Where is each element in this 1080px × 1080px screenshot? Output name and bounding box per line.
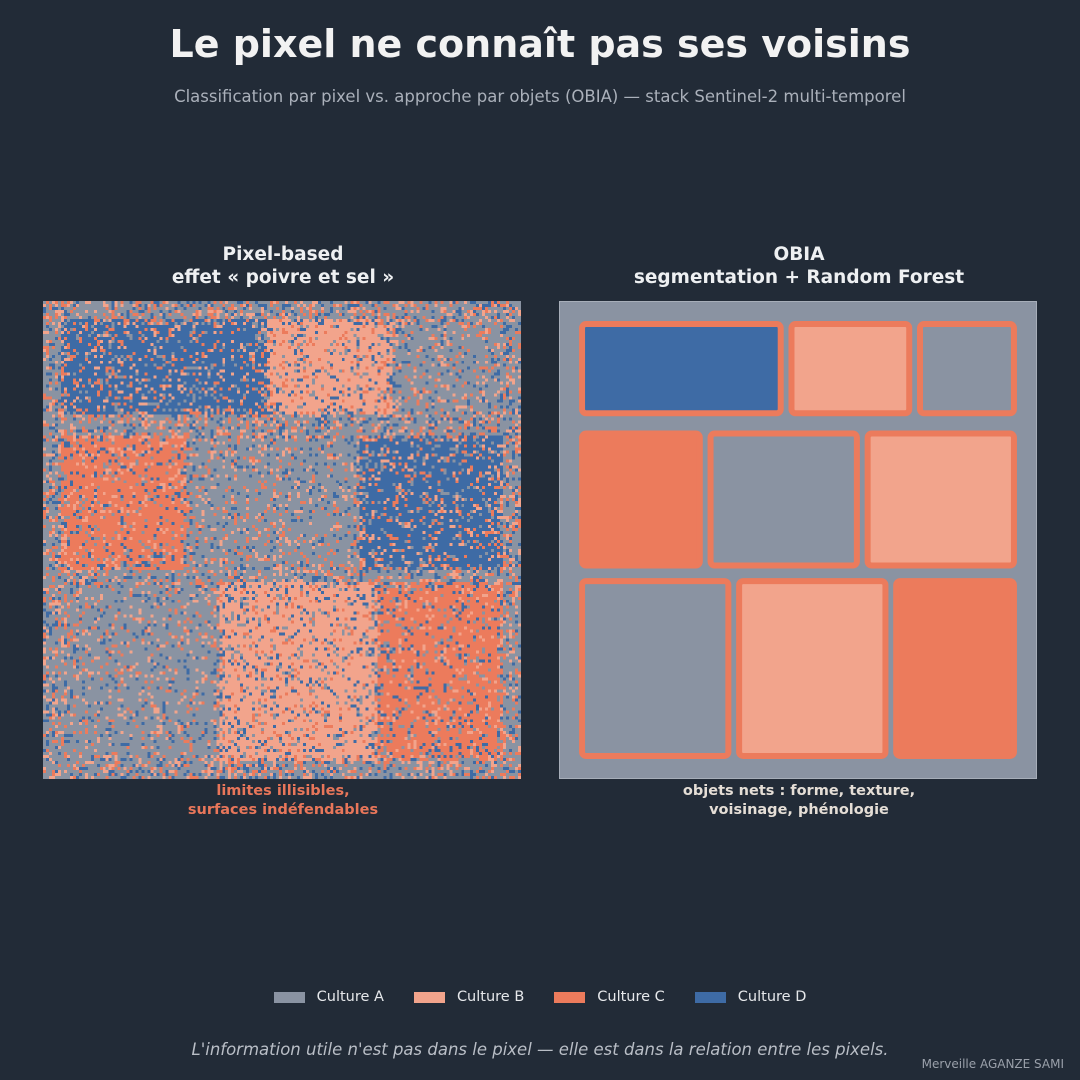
obia-segments-svg <box>579 321 1017 759</box>
legend: Culture A Culture B Culture C Culture D <box>0 989 1080 1005</box>
legend-item-culture-d: Culture D <box>694 989 807 1005</box>
obia-segment-5 <box>707 430 860 569</box>
obia-classification-map <box>559 301 1037 779</box>
obia-caption-line1: objets nets : forme, texture, <box>682 783 916 799</box>
pixel-panel-title-line1: Pixel-based <box>222 244 344 265</box>
legend-label-culture-d: Culture D <box>737 989 807 1005</box>
obia-segment-4 <box>579 430 703 569</box>
legend-item-culture-c: Culture C <box>554 989 665 1005</box>
pixel-caption-line2: surfaces indéfendables <box>187 802 379 818</box>
legend-swatch-culture-c <box>554 991 586 1003</box>
obia-panel-title: OBIA segmentation + Random Forest <box>559 243 1039 289</box>
legend-swatch-culture-d <box>694 991 726 1003</box>
footer-quote: L'information utile n'est pas dans le pi… <box>191 1040 889 1059</box>
page-subtitle: Classification par pixel vs. approche pa… <box>174 87 906 106</box>
pixel-caption-line1: limites illisibles, <box>216 783 350 799</box>
legend-swatch-culture-a <box>273 991 305 1003</box>
author-signature: Merveille AGANZE SAMI <box>921 1057 1064 1071</box>
obia-panel-title-line2: segmentation + Random Forest <box>633 267 965 288</box>
obia-caption-line2: voisinage, phénologie <box>709 802 889 818</box>
pixel-panel-caption: limites illisibles, surfaces indéfendabl… <box>43 782 523 820</box>
obia-segment-9 <box>893 578 1017 759</box>
obia-segment-8 <box>736 578 889 759</box>
obia-segment-6 <box>864 430 1017 569</box>
obia-panel-title-line1: OBIA <box>773 244 825 265</box>
obia-segment-7 <box>579 578 732 759</box>
legend-swatch-culture-b <box>413 991 445 1003</box>
pixel-panel-title-line2: effet « poivre et sel » <box>171 267 395 288</box>
obia-panel-caption: objets nets : forme, texture, voisinage,… <box>559 782 1039 820</box>
obia-segment-1 <box>579 321 784 417</box>
pixel-panel-title: Pixel-based effet « poivre et sel » <box>43 243 523 289</box>
obia-segment-2 <box>788 321 913 417</box>
obia-segment-3 <box>917 321 1017 417</box>
pixel-classification-raster <box>43 301 521 779</box>
legend-label-culture-c: Culture C <box>597 989 665 1005</box>
legend-item-culture-b: Culture B <box>413 989 525 1005</box>
page-title: Le pixel ne connaît pas ses voisins <box>169 22 911 66</box>
legend-item-culture-a: Culture A <box>273 989 384 1005</box>
legend-label-culture-a: Culture A <box>316 989 384 1005</box>
legend-label-culture-b: Culture B <box>456 989 525 1005</box>
pixel-classification-map <box>43 301 521 779</box>
